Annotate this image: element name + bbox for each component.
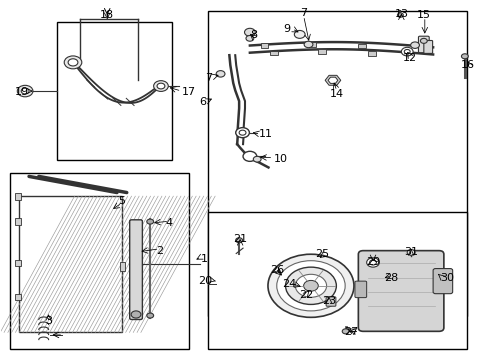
Circle shape [295,274,327,297]
Bar [270,50,278,55]
Text: 22: 22 [299,291,313,301]
Text: 25: 25 [315,248,329,258]
Circle shape [131,311,141,318]
Text: 30: 30 [441,273,454,283]
Circle shape [286,267,336,305]
Bar [318,49,326,54]
Text: 13: 13 [394,9,408,19]
Bar [261,43,269,48]
Bar [121,262,125,271]
Text: 14: 14 [330,89,344,99]
Text: 12: 12 [403,53,417,63]
Text: 10: 10 [274,154,288,164]
Text: 19: 19 [14,87,28,97]
Text: 11: 11 [259,130,272,139]
Text: 24: 24 [282,279,296,289]
FancyBboxPatch shape [130,220,143,319]
Circle shape [147,313,154,318]
Circle shape [277,261,345,311]
Text: 16: 16 [461,60,475,70]
Bar [15,260,21,266]
Circle shape [236,238,243,243]
Circle shape [239,130,246,135]
Bar [57,22,172,160]
Circle shape [246,36,254,41]
Bar [208,212,467,348]
Text: 7: 7 [300,8,307,18]
Circle shape [304,41,313,48]
Circle shape [236,128,249,138]
Circle shape [268,254,354,318]
Circle shape [404,49,410,54]
Circle shape [411,42,419,48]
Circle shape [64,56,82,69]
FancyBboxPatch shape [355,281,367,298]
Text: 7: 7 [205,73,212,83]
Text: 6: 6 [199,97,206,107]
Circle shape [68,59,78,66]
Bar [358,44,366,48]
Circle shape [294,31,305,39]
Text: 23: 23 [322,296,336,306]
Circle shape [21,88,29,94]
Bar [19,196,122,332]
Circle shape [147,219,154,224]
Text: 9: 9 [283,24,290,34]
Text: 5: 5 [119,196,125,206]
Text: 15: 15 [417,10,431,20]
Circle shape [243,151,257,161]
Circle shape [245,28,255,36]
Circle shape [342,329,349,334]
Circle shape [407,249,415,255]
FancyBboxPatch shape [358,251,444,331]
Text: 28: 28 [385,273,399,283]
Text: 31: 31 [404,247,418,257]
Text: 27: 27 [344,327,359,337]
Text: 1: 1 [201,254,208,264]
FancyBboxPatch shape [424,41,433,53]
Bar [15,219,21,225]
Circle shape [397,13,403,17]
Circle shape [304,280,318,291]
Text: 18: 18 [100,10,114,20]
Text: 4: 4 [166,218,173,228]
Circle shape [17,85,33,97]
Circle shape [253,156,261,162]
FancyBboxPatch shape [433,269,453,294]
Bar [15,294,21,300]
Text: 17: 17 [181,87,196,97]
Bar [309,42,317,46]
Circle shape [420,39,427,43]
Text: 8: 8 [250,30,257,40]
Text: 2: 2 [156,246,163,256]
Circle shape [367,258,379,267]
Bar [10,173,189,348]
Text: 26: 26 [270,265,284,275]
Text: 21: 21 [233,234,247,244]
Bar [15,193,21,200]
Circle shape [369,260,376,265]
FancyBboxPatch shape [418,36,429,53]
Circle shape [157,83,165,89]
Bar [208,12,467,316]
Bar [368,51,376,55]
Circle shape [401,47,413,56]
Circle shape [462,54,468,59]
Text: 20: 20 [197,276,212,286]
Circle shape [154,81,168,91]
Circle shape [216,71,225,77]
Text: 29: 29 [366,257,380,267]
FancyBboxPatch shape [326,297,336,306]
Text: 3: 3 [45,316,52,326]
